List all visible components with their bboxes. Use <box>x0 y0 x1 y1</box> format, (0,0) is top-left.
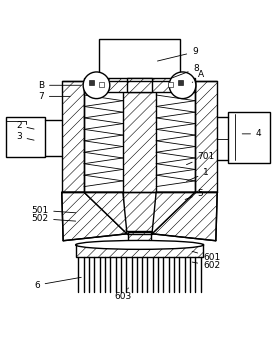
Text: 2: 2 <box>16 121 34 130</box>
Text: 603: 603 <box>114 288 131 301</box>
Text: 4: 4 <box>242 130 262 138</box>
Circle shape <box>169 72 196 99</box>
Text: 5: 5 <box>185 189 203 199</box>
Polygon shape <box>84 78 195 92</box>
Polygon shape <box>84 192 127 234</box>
Bar <box>99 39 180 82</box>
Bar <box>228 112 270 163</box>
Text: A: A <box>192 69 204 82</box>
Bar <box>6 117 45 158</box>
Polygon shape <box>128 232 151 244</box>
Text: 3: 3 <box>16 132 34 141</box>
Polygon shape <box>62 81 84 192</box>
Text: 502: 502 <box>31 214 76 223</box>
Text: 501: 501 <box>31 206 76 215</box>
Text: B: B <box>38 81 81 90</box>
Bar <box>99 82 104 87</box>
Polygon shape <box>152 192 195 234</box>
Text: 701: 701 <box>186 152 215 165</box>
Text: 7: 7 <box>38 92 70 101</box>
Polygon shape <box>152 192 217 241</box>
Polygon shape <box>62 192 127 241</box>
Circle shape <box>83 72 110 99</box>
Text: 601: 601 <box>192 251 220 262</box>
Polygon shape <box>123 81 156 231</box>
Polygon shape <box>195 81 217 192</box>
Bar <box>127 78 152 92</box>
Text: 1: 1 <box>186 168 209 181</box>
Ellipse shape <box>76 240 203 249</box>
Text: 602: 602 <box>192 261 220 270</box>
Bar <box>89 80 94 85</box>
Text: 6: 6 <box>34 277 81 290</box>
Text: 8: 8 <box>170 64 199 79</box>
Text: 9: 9 <box>157 47 198 61</box>
Polygon shape <box>76 244 203 257</box>
Bar <box>178 80 183 85</box>
Bar <box>168 82 173 87</box>
